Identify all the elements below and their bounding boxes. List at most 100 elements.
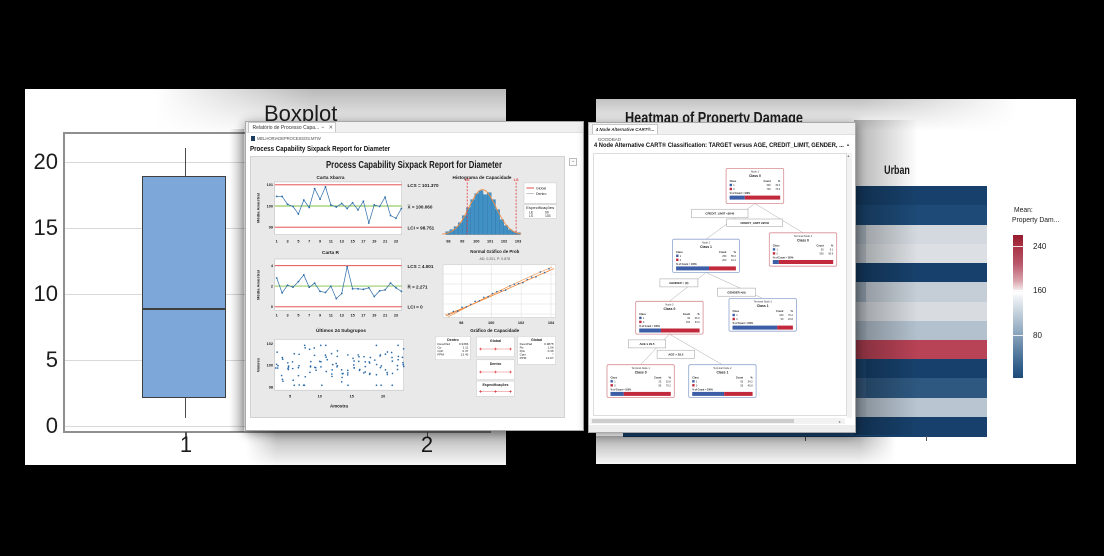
svg-text:LCI = 0: LCI = 0 [408, 305, 424, 310]
svg-text:%: % [734, 251, 737, 254]
svg-text:76.2: 76.2 [788, 314, 793, 317]
svg-text:99: 99 [545, 211, 549, 215]
svg-text:160: 160 [686, 321, 691, 324]
svg-text:102: 102 [501, 240, 507, 244]
svg-text:X̅ = 100.060: X̅ = 100.060 [407, 204, 433, 210]
svg-text:17: 17 [362, 240, 366, 244]
svg-text:Terminal Node 4: Terminal Node 4 [794, 235, 813, 238]
svg-text:LCI = 98.751: LCI = 98.751 [408, 226, 435, 231]
svg-text:50: 50 [780, 318, 783, 321]
svg-text:79.2: 79.2 [666, 384, 671, 387]
svg-text:90.9: 90.9 [828, 252, 833, 255]
svg-text:PPM: PPM [438, 353, 445, 357]
svg-text:1: 1 [696, 380, 698, 383]
svg-text:100: 100 [267, 205, 273, 209]
svg-text:% of Count = 100%: % of Count = 100% [676, 263, 697, 266]
svg-text:Ppk: Ppk [520, 349, 526, 353]
svg-text:% of Count = 100%: % of Count = 100% [610, 388, 631, 391]
svg-text:Class 1: Class 1 [757, 304, 769, 308]
svg-text:11: 11 [329, 240, 333, 244]
svg-text:AD: 0.201, P: 0.878: AD: 0.201, P: 0.878 [480, 257, 511, 261]
svg-text:Class 1: Class 1 [716, 370, 728, 374]
svg-text:Dentro: Dentro [447, 338, 459, 342]
svg-text:Gráfico de Capacidade: Gráfico de Capacidade [470, 328, 519, 333]
svg-text:17: 17 [362, 314, 366, 318]
svg-text:Dentro: Dentro [536, 192, 547, 196]
svg-text:GENDER ≠(0): GENDER ≠(0) [727, 290, 745, 294]
svg-text:98: 98 [447, 240, 451, 244]
svg-text:Process Capability Sixpack Rep: Process Capability Sixpack Report for Di… [326, 160, 502, 171]
svg-text:23: 23 [394, 240, 398, 244]
svg-text:%: % [750, 376, 753, 379]
svg-text:Node 3: Node 3 [665, 304, 674, 307]
svg-text:44.4: 44.4 [731, 259, 736, 262]
svg-text:160: 160 [779, 314, 784, 317]
svg-text:Terminal Node 1: Terminal Node 1 [631, 367, 650, 370]
svg-text:Média Amostral: Média Amostral [256, 193, 261, 223]
svg-text:Class: Class [692, 376, 699, 379]
svg-text:700: 700 [766, 188, 771, 191]
svg-text:25: 25 [658, 380, 661, 383]
svg-text:19: 19 [372, 240, 376, 244]
svg-text:7: 7 [308, 314, 310, 318]
svg-text:0: 0 [776, 252, 778, 255]
svg-text:CpK: CpK [438, 349, 445, 353]
svg-text:1: 1 [776, 248, 778, 251]
svg-text:1: 1 [276, 240, 278, 244]
svg-text:45.8: 45.8 [748, 384, 753, 387]
svg-text:2: 2 [271, 285, 273, 289]
svg-text:15: 15 [351, 240, 355, 244]
svg-text:101: 101 [267, 183, 273, 187]
svg-text:3: 3 [287, 240, 289, 244]
svg-text:Carta R: Carta R [322, 250, 340, 255]
svg-text:11: 11 [329, 314, 333, 318]
svg-text:10: 10 [318, 395, 322, 399]
svg-text:Count: Count [654, 376, 661, 379]
svg-text:0.37: 0.37 [463, 349, 469, 353]
svg-text:90: 90 [687, 317, 690, 320]
svg-text:Carta Xbarra: Carta Xbarra [317, 175, 345, 180]
svg-text:98: 98 [269, 386, 273, 390]
svg-text:12.07: 12.07 [546, 356, 554, 360]
svg-text:DesvPad: DesvPad [520, 342, 533, 346]
svg-text:23: 23 [394, 314, 398, 318]
svg-text:Class: Class [732, 310, 739, 313]
svg-text:Count: Count [719, 251, 726, 254]
svg-text:GENDER = (0): GENDER = (0) [669, 281, 688, 285]
svg-text:102: 102 [518, 321, 524, 325]
svg-text:Terminal Node 2: Terminal Node 2 [713, 367, 732, 370]
svg-text:5: 5 [289, 395, 291, 399]
svg-text:%: % [697, 313, 700, 316]
svg-text:3: 3 [287, 314, 289, 318]
svg-text:Class 0: Class 0 [749, 174, 761, 178]
svg-text:Count: Count [683, 313, 690, 316]
svg-text:103: 103 [545, 214, 551, 218]
svg-text:50: 50 [821, 248, 824, 251]
svg-text:LS: LS [529, 214, 534, 218]
svg-text:1: 1 [736, 314, 738, 317]
svg-text:0.36: 0.36 [548, 349, 554, 353]
svg-text:36.0: 36.0 [695, 317, 700, 320]
svg-text:Class 0: Class 0 [663, 307, 675, 311]
svg-text:AGE ≤ 29.5: AGE ≤ 29.5 [639, 342, 654, 346]
svg-text:LS: LS [514, 178, 519, 182]
svg-text:101: 101 [487, 240, 493, 244]
svg-text:103: 103 [515, 240, 521, 244]
svg-text:Normal Gráfico de Prob: Normal Gráfico de Prob [471, 249, 520, 254]
svg-text:% of Count = 100%: % of Count = 100% [639, 325, 660, 328]
svg-text:21: 21 [383, 240, 387, 244]
svg-text:DesvPad: DesvPad [438, 342, 451, 346]
svg-text:13.43: 13.43 [461, 353, 469, 357]
svg-text:% of Count = 100%: % of Count = 100% [773, 257, 794, 260]
svg-text:AGE > 29.5: AGE > 29.5 [668, 352, 684, 356]
svg-text:13: 13 [340, 314, 344, 318]
svg-text:Count: Count [816, 244, 823, 247]
svg-text:20: 20 [381, 395, 385, 399]
svg-text:Count: Count [736, 376, 743, 379]
svg-text:30.0: 30.0 [775, 184, 780, 187]
svg-text:300: 300 [766, 184, 771, 187]
svg-text:Count: Count [763, 180, 770, 183]
svg-text:Class 0: Class 0 [635, 370, 647, 374]
svg-text:1: 1 [680, 255, 682, 258]
svg-text:%: % [668, 376, 671, 379]
